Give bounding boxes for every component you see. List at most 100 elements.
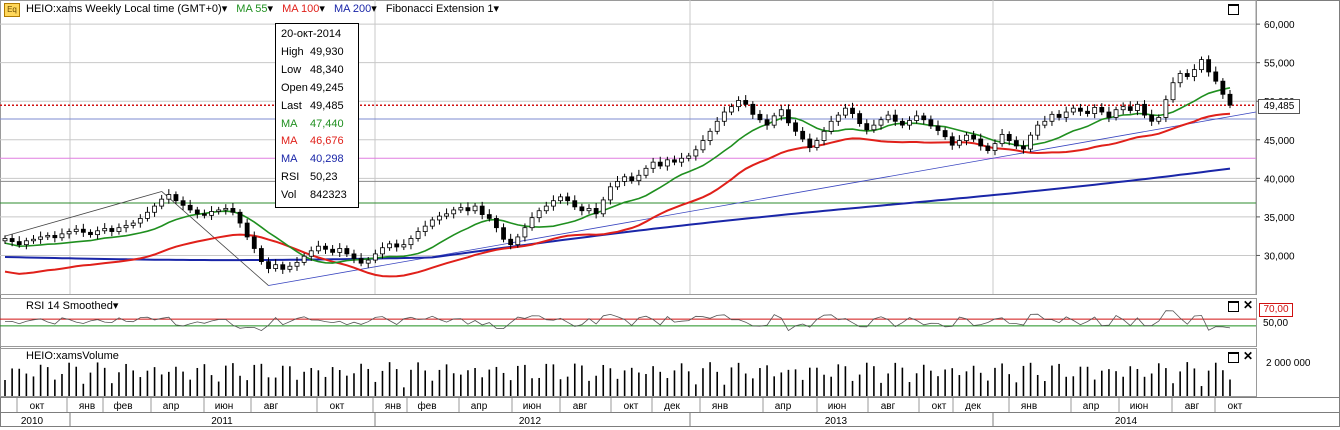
- symbol-menu[interactable]: HEIO:xams Weekly Local time (GMT+0)▾: [26, 3, 227, 15]
- ma100-menu[interactable]: MA 100▾: [282, 3, 325, 15]
- candle-body: [387, 243, 392, 249]
- year-label: 2013: [825, 416, 848, 427]
- ma55-menu[interactable]: MA 55▾: [236, 3, 273, 15]
- candle-body: [301, 255, 307, 263]
- candle-body: [857, 113, 863, 124]
- rsi-maximize-icon[interactable]: [1228, 301, 1239, 312]
- candle-body: [308, 250, 314, 257]
- candle-body: [999, 133, 1005, 145]
- ma200-menu[interactable]: MA 200▾: [334, 3, 377, 15]
- candle-body: [1170, 82, 1176, 101]
- fib-label: Fibonacci Extension 1: [385, 3, 494, 15]
- candle-body: [1021, 145, 1026, 150]
- candle-body: [949, 136, 955, 146]
- infobox-row-label: Low: [281, 63, 302, 76]
- volume-label: HEIO:xamsVolume: [26, 350, 119, 362]
- chevron-down-icon: ▾: [221, 3, 228, 15]
- infobox-row-label: MA: [281, 117, 298, 130]
- infobox-row-label: MA: [281, 135, 298, 148]
- rsi-line: [4, 310, 1231, 332]
- rsi-upper-badge: 70,00: [1259, 303, 1293, 317]
- candle-body: [251, 236, 257, 249]
- infobox-row: Last 49,485: [281, 98, 358, 116]
- candle-body: [729, 106, 734, 113]
- candle-body: [159, 198, 165, 207]
- candle-body: [344, 248, 350, 255]
- candle-body: [1142, 103, 1147, 116]
- candle-body: [315, 245, 321, 252]
- candle-body: [786, 109, 791, 124]
- candle-body: [558, 196, 563, 202]
- ma55-path: [4, 87, 1231, 264]
- rsi-panel: [0, 298, 1257, 347]
- chevron-down-icon: ▾: [319, 3, 325, 15]
- year-label: 2010: [21, 416, 44, 427]
- candle-body: [985, 145, 991, 151]
- ma200-path: [4, 167, 1231, 262]
- candle-body: [529, 217, 535, 229]
- chevron-down-icon: ▾: [371, 3, 377, 15]
- candle-body: [700, 140, 706, 151]
- ma100-line: [4, 112, 1231, 278]
- candle-body: [764, 119, 770, 126]
- candle-body: [629, 176, 635, 182]
- candle-body: [1042, 120, 1048, 126]
- candle-body: [1227, 93, 1233, 106]
- candle-body: [109, 228, 115, 232]
- candle-body: [194, 209, 200, 215]
- candle-body: [173, 194, 179, 202]
- candle-body: [921, 115, 927, 121]
- price-tick-label: 60,000: [1264, 20, 1295, 31]
- candle-body: [942, 130, 948, 138]
- volume-maximize-icon[interactable]: [1228, 352, 1239, 363]
- infobox-row-label: MA: [281, 153, 298, 166]
- volume-close-icon[interactable]: ✕: [1243, 349, 1254, 363]
- candle-body: [1127, 106, 1133, 111]
- candle-body: [664, 159, 670, 167]
- candle-body: [743, 100, 749, 105]
- fib-menu[interactable]: Fibonacci Extension 1▾: [386, 3, 499, 15]
- month-label: янв: [385, 401, 401, 412]
- candle-body: [964, 134, 969, 141]
- candle-body: [337, 248, 343, 253]
- candle-body: [1035, 124, 1041, 136]
- candle-body: [494, 218, 499, 229]
- rsi-header[interactable]: RSI 14 Smoothed▾: [26, 299, 118, 312]
- price-plot-area: [0, 0, 1257, 295]
- candle-body: [380, 247, 385, 255]
- candle-body: [1191, 69, 1197, 77]
- candle-body: [501, 227, 506, 240]
- rsi-close-icon[interactable]: ✕: [1243, 298, 1254, 312]
- candle-body: [1149, 114, 1155, 122]
- candle-body: [899, 120, 905, 126]
- candle-body: [2, 238, 8, 242]
- chevron-down-icon: ▾: [493, 3, 500, 15]
- month-labels: окт янв фев апр июн авг окт янв фев апр июн авг окт д…: [16, 398, 1243, 412]
- candle-body: [323, 245, 328, 250]
- month-label: дек: [664, 401, 680, 412]
- price-tick-label: 35,000: [1264, 213, 1295, 224]
- ma100-path: [4, 112, 1231, 278]
- candle-body: [216, 209, 222, 212]
- candle-body: [180, 200, 186, 206]
- chart-type-icon[interactable]: Eq: [4, 3, 20, 17]
- candle-body: [579, 206, 585, 212]
- year-label: 2011: [211, 416, 233, 427]
- candle-body: [486, 214, 492, 219]
- candle-body: [372, 253, 378, 261]
- candle-body: [116, 227, 122, 232]
- maximize-icon[interactable]: [1228, 4, 1239, 15]
- candle-body: [237, 211, 243, 224]
- candle-body: [1092, 107, 1098, 114]
- candle-body: [1099, 107, 1105, 113]
- candle-body: [736, 100, 741, 108]
- candle-body: [757, 113, 763, 121]
- candle-body: [1028, 134, 1033, 150]
- candle-body: [643, 167, 649, 176]
- candle-body: [209, 211, 214, 216]
- candle-body: [9, 238, 15, 242]
- candle-body: [266, 261, 271, 269]
- candle-body: [835, 114, 841, 122]
- infobox-row-value: 46,676: [310, 135, 344, 148]
